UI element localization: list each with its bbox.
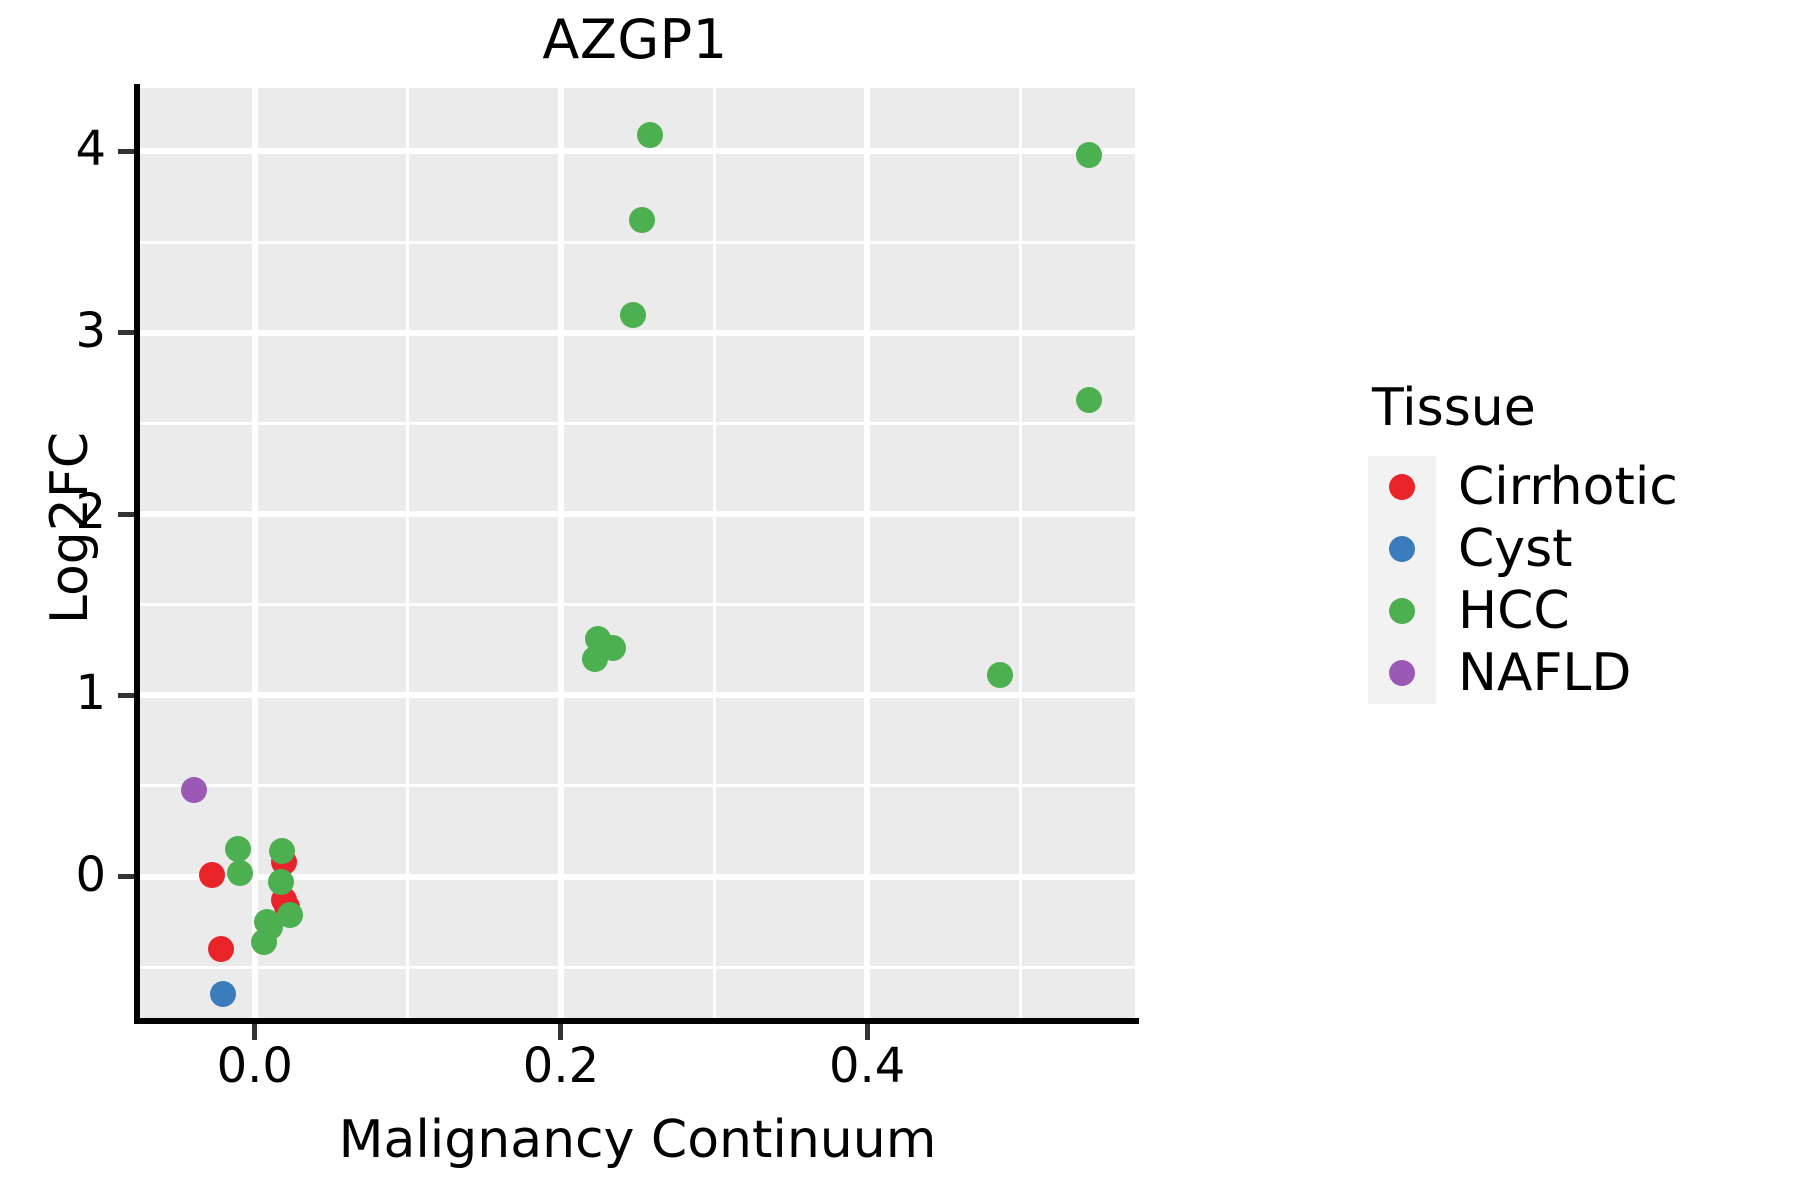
legend-dot-icon [1389, 660, 1415, 686]
data-point-nafld [180, 776, 207, 803]
legend-key-icon [1368, 518, 1436, 580]
data-point-hcc [224, 836, 251, 863]
data-point-hcc [267, 869, 294, 896]
gridline-y-major [140, 148, 1135, 155]
legend-item-label: Cirrhotic [1458, 457, 1678, 517]
gridline-y-minor [140, 603, 1135, 607]
y-tick-label: 0 [75, 846, 106, 903]
gridline-x-major [557, 88, 564, 1018]
gridline-x-minor [1018, 88, 1022, 1018]
data-point-hcc [277, 901, 303, 928]
y-axis-title: Log2FC [40, 431, 100, 625]
gridline-x-minor [406, 88, 410, 1018]
legend-item-cyst[interactable]: Cyst [1368, 518, 1788, 580]
x-tick-mark [252, 1024, 258, 1040]
legend-items: Cirrhotic Cyst HCC NAFLD [1368, 456, 1788, 704]
gridline-x-major [251, 88, 258, 1018]
gridline-y-minor [140, 965, 1135, 969]
data-point-hcc [987, 662, 1014, 689]
gridline-y-major [140, 692, 1135, 699]
y-tick-label: 4 [75, 121, 106, 178]
legend-item-cirrhotic[interactable]: Cirrhotic [1368, 456, 1788, 518]
y-tick-label: 1 [75, 665, 106, 722]
gridline-y-major [140, 511, 1135, 518]
plot-panel [100, 59, 1135, 1018]
legend-item-label: NAFLD [1458, 643, 1632, 703]
x-axis-line [134, 1018, 1139, 1024]
y-tick-label: 3 [75, 302, 106, 359]
x-tick-mark [558, 1024, 564, 1040]
data-point-hcc [250, 928, 277, 955]
gridline-y-minor [140, 240, 1135, 244]
legend-key-icon [1368, 456, 1436, 518]
legend-title: Tissue [1372, 378, 1536, 438]
x-axis-title: Malignancy Continuum [338, 1110, 937, 1170]
legend-item-label: HCC [1458, 581, 1570, 641]
legend-dot-icon [1389, 536, 1415, 562]
legend-item-hcc[interactable]: HCC [1368, 580, 1788, 642]
gridline-x-major [864, 88, 871, 1018]
data-point-cirrhotic [208, 936, 235, 963]
data-point-hcc [226, 859, 253, 886]
y-tick-mark [118, 330, 134, 336]
x-tick-mark [864, 1024, 870, 1040]
y-tick-mark [118, 148, 134, 154]
gridline-y-major [140, 873, 1135, 880]
y-tick-mark [118, 874, 134, 880]
x-tick-label: 0.2 [522, 1038, 600, 1094]
data-point-hcc [1076, 142, 1103, 169]
gridline-x-minor [712, 88, 716, 1018]
legend-dot-icon [1389, 474, 1415, 500]
legend-key-icon [1368, 580, 1436, 642]
data-point-hcc [629, 207, 656, 234]
data-point-cirrhotic [198, 861, 225, 888]
data-point-hcc [619, 301, 646, 328]
x-tick-label: 0.0 [216, 1038, 293, 1094]
data-point-cyst [209, 981, 236, 1008]
gridline-y-minor [140, 59, 1135, 63]
x-tick-label: 0.4 [828, 1038, 906, 1094]
gridline-y-major [140, 329, 1135, 336]
legend: Tissue Cirrhotic Cyst HCC NAFLD [1368, 378, 1788, 704]
gridline-y-minor [140, 421, 1135, 425]
y-tick-mark [118, 511, 134, 517]
gridline-y-minor [140, 784, 1135, 788]
gridline-x-minor [100, 88, 104, 1018]
y-tick-mark [118, 692, 134, 698]
y-tick-label: 2 [75, 484, 106, 541]
legend-item-nafld[interactable]: NAFLD [1368, 642, 1788, 704]
legend-key-icon [1368, 642, 1436, 704]
legend-dot-icon [1389, 598, 1415, 624]
legend-item-label: Cyst [1458, 519, 1573, 579]
data-point-hcc [1076, 386, 1103, 413]
data-point-hcc [269, 838, 296, 865]
data-point-hcc [581, 646, 608, 673]
y-axis-line [134, 84, 140, 1022]
data-point-hcc [636, 122, 663, 149]
